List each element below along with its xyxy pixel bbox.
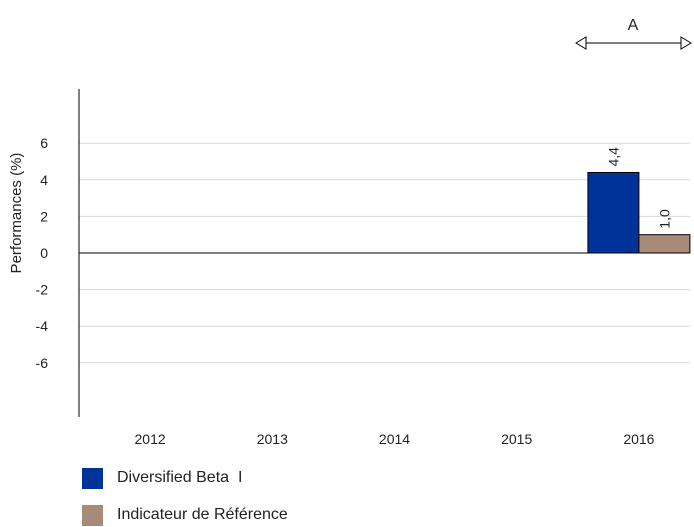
x-tick-label: 2016 (623, 431, 654, 447)
x-tick-label: 2015 (501, 431, 532, 447)
y-tick-label: -2 (36, 282, 49, 298)
x-tick-label: 2013 (257, 431, 288, 447)
legend-swatch-series-1 (82, 468, 103, 489)
y-axis-title: Performances (%) (8, 153, 25, 274)
legend-label-series-1: Diversified Beta I (117, 469, 243, 486)
data-label: 4,4 (605, 147, 621, 167)
bar-series-1 (587, 171, 640, 254)
data-label: 1,0 (656, 209, 672, 229)
gridlines (79, 142, 690, 364)
legend-label-series-2: Indicateur de Référence (117, 506, 288, 523)
period-annotation: A (575, 17, 692, 50)
legend-item-series-1: Diversified Beta I (82, 466, 382, 490)
legend: Diversified Beta I Indicateur de Référen… (82, 466, 382, 527)
legend-item-series-2: Indicateur de Référence (82, 503, 382, 527)
annotation-arrow-right-head (680, 36, 692, 50)
x-tick-label: 2014 (379, 431, 410, 447)
y-tick-label: 4 (40, 172, 48, 188)
annotation-label: A (628, 17, 639, 34)
legend-swatch-series-2 (82, 505, 103, 526)
bar-series-2 (638, 234, 691, 254)
y-tick-label: -6 (36, 355, 49, 371)
y-tick-label: 0 (40, 245, 48, 261)
y-tick-label: -4 (36, 318, 49, 334)
annotation-arrow-left-head (575, 36, 587, 50)
y-tick-label: 2 (40, 208, 48, 224)
y-tick-label: 6 (40, 135, 48, 151)
x-tick-labels: 2012 2013 2014 2015 2016 (135, 431, 655, 447)
y-tick-labels: 6 4 2 0 -2 -4 -6 (36, 135, 49, 371)
x-tick-label: 2012 (135, 431, 166, 447)
bars-group (587, 171, 691, 254)
data-labels: 4,4 1,0 (605, 147, 672, 229)
